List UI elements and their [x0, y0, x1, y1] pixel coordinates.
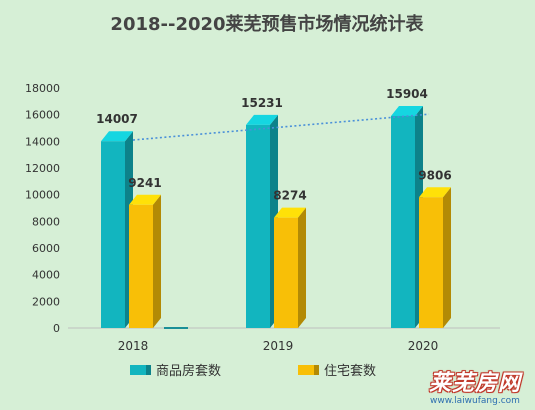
data-label: 14007 [96, 112, 138, 126]
legend-swatch [130, 365, 146, 375]
y-tick-label: 10000 [25, 189, 60, 202]
x-tick-label: 2020 [408, 339, 439, 353]
bar [101, 141, 125, 328]
watermark-logo: 莱芜房网 www.laiwufang.com [428, 371, 521, 407]
floor-mark [164, 327, 188, 329]
bar [246, 124, 270, 328]
x-tick-label: 2018 [118, 339, 149, 353]
y-tick-label: 2000 [32, 295, 60, 308]
trend-line [132, 113, 430, 141]
data-label: 9806 [418, 168, 451, 182]
y-tick-label: 6000 [32, 242, 60, 255]
bar-top [101, 131, 133, 142]
legend-swatch-side [146, 365, 151, 375]
watermark-url: www.laiwufang.com [430, 396, 520, 406]
legend-swatch [298, 365, 314, 375]
bar [391, 115, 415, 329]
data-label: 15231 [241, 96, 283, 110]
y-tick-label: 0 [53, 322, 60, 335]
data-label: 9241 [128, 176, 161, 190]
y-tick-label: 8000 [32, 215, 60, 228]
bar-side [298, 207, 306, 328]
y-tick-label: 14000 [25, 135, 60, 148]
y-tick-label: 4000 [32, 269, 60, 282]
y-tick-label: 18000 [25, 82, 60, 95]
bar-top [129, 194, 161, 205]
bar [274, 217, 298, 328]
bar-side [153, 194, 161, 328]
legend-label: 住宅套数 [324, 363, 376, 379]
watermark-text: 莱芜房网 [428, 371, 521, 396]
y-tick-label: 12000 [25, 162, 60, 175]
data-label: 15904 [386, 87, 428, 101]
x-tick-label: 2019 [263, 339, 294, 353]
bar-top [419, 187, 451, 198]
bar-top [246, 114, 278, 125]
bar-top [274, 207, 306, 218]
chart-title: 2018--2020莱芜预售市场情况统计表 [110, 13, 424, 35]
data-label: 8274 [273, 189, 306, 203]
bar [129, 204, 153, 328]
y-tick-label: 16000 [25, 109, 60, 122]
bar-top [391, 105, 423, 116]
legend-label: 商品房套数 [156, 363, 221, 379]
legend-swatch-side [314, 365, 319, 375]
bar [419, 197, 443, 328]
bar-side [443, 187, 451, 328]
